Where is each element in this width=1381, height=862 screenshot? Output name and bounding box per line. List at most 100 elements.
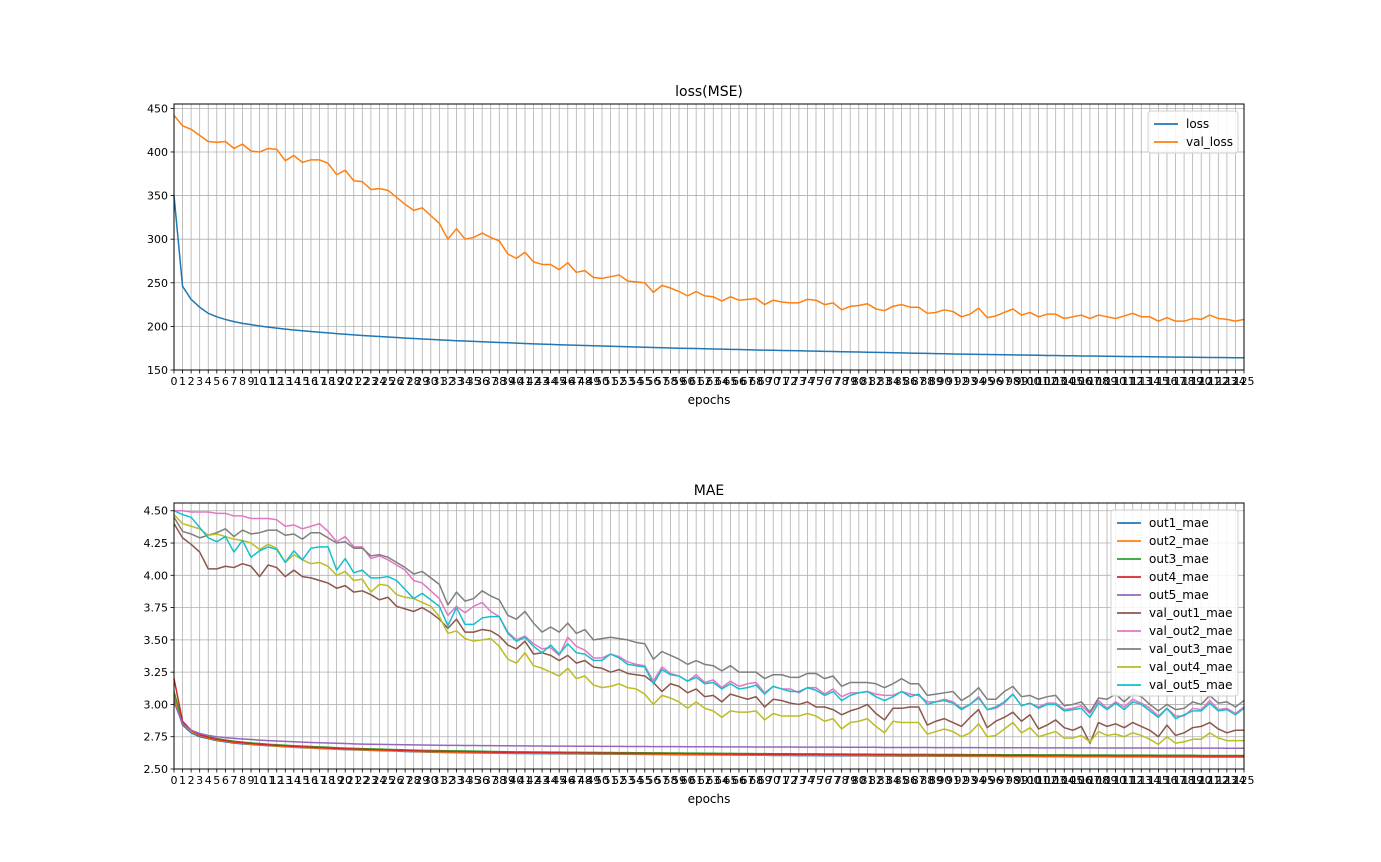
legend-label-out1-mae: out1_mae (1149, 516, 1209, 530)
loss-x-tick-label: 125 (1234, 375, 1255, 388)
loss-x-tick-label: 71 (775, 375, 789, 388)
legend-label-out3-mae: out3_mae (1149, 552, 1209, 566)
mae-x-tick-label: 66 (732, 774, 746, 787)
mae-x-tick-label: 60 (681, 774, 695, 787)
loss-x-tick-label: 47 (569, 375, 583, 388)
mae-x-tick-label: 73 (792, 774, 806, 787)
loss-x-tick-label: 41 (518, 375, 532, 388)
mae-x-tick-label: 45 (552, 774, 566, 787)
loss-x-ticks: 0 1 2 3 4 5 6 7 8 9101112131415161718192021222324… (171, 370, 1255, 388)
mae-x-tick-label: 7 (230, 774, 237, 787)
loss-x-tick-label: 34 (458, 375, 472, 388)
loss-x-tick-label: 48 (578, 375, 592, 388)
loss-x-tick-label: 57 (655, 375, 669, 388)
mae-x-tick-label: 28 (407, 774, 421, 787)
loss-x-tick-label: 17 (313, 375, 327, 388)
mae-x-tick-label: 77 (826, 774, 840, 787)
mae-x-tick-label: 70 (766, 774, 780, 787)
mae-x-tick-label: 51 (604, 774, 618, 787)
loss-x-tick-label: 91 (946, 375, 960, 388)
loss-x-tick-label: 94 (972, 375, 986, 388)
loss-x-tick-label: 44 (544, 375, 558, 388)
mae-x-tick-label: 35 (467, 774, 481, 787)
loss-x-tick-label: 119 (1182, 375, 1203, 388)
loss-legend: loss val_loss (1147, 110, 1239, 154)
mae-x-tick-label: 62 (698, 774, 712, 787)
mae-x-tick-label: 108 (1088, 774, 1109, 787)
loss-x-tick-label: 82 (869, 375, 883, 388)
legend-label-val-out3-mae: val_out3_mae (1149, 642, 1233, 656)
mae-x-tick-label: 46 (561, 774, 575, 787)
loss-y-tick-label: 200 (147, 320, 168, 333)
mae-title: MAE (694, 483, 725, 499)
loss-x-tick-label: 42 (527, 375, 541, 388)
mae-x-tick-label: 112 (1122, 774, 1143, 787)
loss-x-tick-label: 22 (355, 375, 369, 388)
loss-x-tick-label: 113 (1131, 375, 1152, 388)
mae-x-tick-label: 58 (663, 774, 677, 787)
loss-x-tick-label: 63 (706, 375, 720, 388)
loss-x-tick-label: 77 (826, 375, 840, 388)
series-line-val-out2-mae (174, 510, 1245, 717)
loss-x-tick-label: 66 (732, 375, 746, 388)
loss-x-tick-label: 79 (843, 375, 857, 388)
legend-label-out2-mae: out2_mae (1149, 534, 1209, 548)
mae-x-tick-label: 48 (578, 774, 592, 787)
loss-x-tick-label: 30 (424, 375, 438, 388)
mae-axes-frame (173, 502, 1245, 770)
loss-y-tick-label: 250 (147, 277, 168, 290)
loss-x-tick-label: 97 (997, 375, 1011, 388)
loss-x-tick-label: 0 (171, 375, 178, 388)
loss-x-tick-label: 61 (689, 375, 703, 388)
mae-x-tick-label: 37 (484, 774, 498, 787)
mae-x-tick-label: 78 (835, 774, 849, 787)
loss-x-tick-label: 81 (860, 375, 874, 388)
loss-y-tick-label: 350 (147, 190, 168, 203)
mae-x-tick-label: 106 (1071, 774, 1092, 787)
mae-x-tick-label: 71 (775, 774, 789, 787)
mae-x-tick-label: 38 (492, 774, 506, 787)
loss-x-tick-label: 89 (929, 375, 943, 388)
loss-x-axis-label: epochs (688, 393, 731, 407)
loss-x-tick-label: 8 (239, 375, 246, 388)
mae-x-tick-label: 81 (860, 774, 874, 787)
loss-x-tick-label: 121 (1199, 375, 1220, 388)
mae-x-tick-label: 82 (869, 774, 883, 787)
mae-x-tick-label: 50 (595, 774, 609, 787)
mae-x-tick-label: 79 (843, 774, 857, 787)
mae-y-tick-label: 2.75 (144, 731, 169, 744)
mae-x-tick-label: 89 (929, 774, 943, 787)
mae-x-tick-label: 26 (390, 774, 404, 787)
loss-x-tick-label: 98 (1006, 375, 1020, 388)
loss-x-tick-label: 13 (278, 375, 292, 388)
mae-x-tick-label: 42 (527, 774, 541, 787)
loss-x-tick-label: 69 (758, 375, 772, 388)
legend-label-val-out5-mae: val_out5_mae (1149, 678, 1233, 692)
loss-y-tick-label: 150 (147, 364, 168, 377)
mae-series (173, 510, 1245, 758)
mae-x-tick-label: 24 (372, 774, 386, 787)
mae-x-tick-label: 110 (1105, 774, 1126, 787)
mae-x-tick-label: 65 (723, 774, 737, 787)
loss-x-tick-label: 21 (347, 375, 361, 388)
mae-x-axis-label: epochs (688, 792, 731, 806)
mae-x-tick-label: 111 (1114, 774, 1135, 787)
mae-x-tick-label: 67 (741, 774, 755, 787)
mae-x-tick-label: 117 (1165, 774, 1186, 787)
loss-x-tick-label: 122 (1208, 375, 1229, 388)
mae-x-tick-label: 102 (1037, 774, 1058, 787)
mae-x-tick-label: 53 (621, 774, 635, 787)
loss-x-tick-label: 83 (877, 375, 891, 388)
loss-x-tick-label: 54 (629, 375, 643, 388)
loss-y-tick-label: 450 (147, 102, 168, 115)
mae-x-tick-label: 87 (912, 774, 926, 787)
loss-x-tick-label: 27 (398, 375, 412, 388)
mae-x-tick-label: 12 (270, 774, 284, 787)
loss-x-tick-label: 118 (1174, 375, 1195, 388)
loss-x-tick-label: 95 (980, 375, 994, 388)
mae-y-ticks: 2.50 2.75 3.00 3.25 3.50 3.75 4.00 4.25 4.50 (144, 505, 174, 776)
loss-x-tick-label: 50 (595, 375, 609, 388)
loss-x-tick-label: 84 (886, 375, 900, 388)
loss-x-tick-label: 112 (1122, 375, 1143, 388)
